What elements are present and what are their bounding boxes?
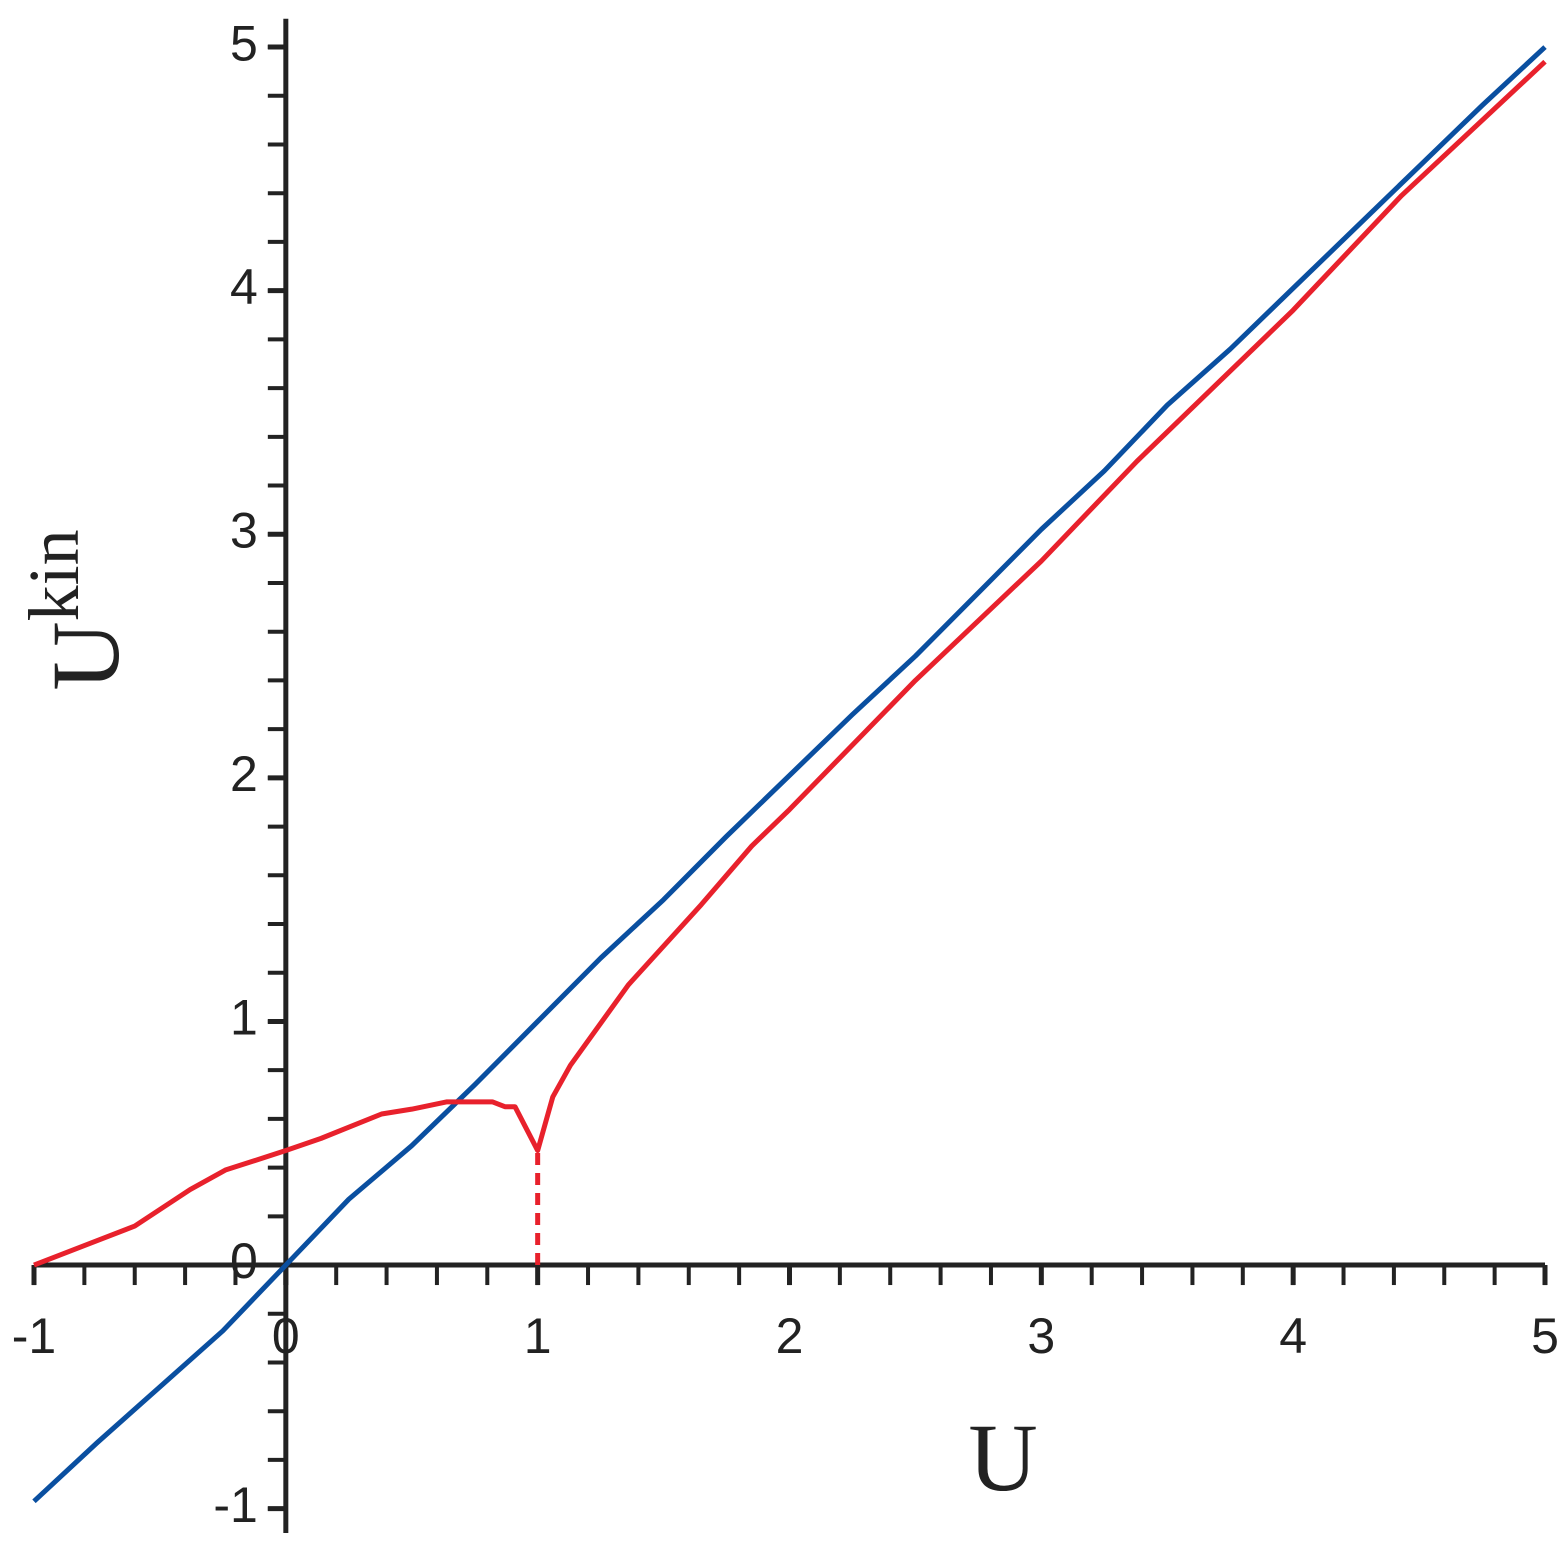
data-line [33,59,1547,1268]
y-tick-label: 3 [230,502,258,558]
data-line [32,45,1547,1504]
x-tick-label: 1 [524,1308,552,1364]
y-tick-label: 5 [230,15,258,71]
x-tick-label: 5 [1531,1308,1559,1364]
y-tick-label: 4 [230,259,258,315]
y-tick-label: 2 [230,746,258,802]
x-tick-label: -1 [12,1308,56,1364]
x-tick-label: 4 [1279,1308,1307,1364]
y-axis-label-main: U [32,621,139,690]
y-tick-label: 0 [230,1233,258,1289]
y-axis-label: Ukin [14,529,139,690]
y-axis-label-sup: kin [14,529,94,621]
x-axis-label: U [968,1404,1037,1511]
y-tick-label: -1 [213,1477,257,1533]
y-tick-label: 1 [230,990,258,1046]
x-tick-label: 0 [272,1308,300,1364]
x-tick-label: 3 [1027,1308,1055,1364]
x-tick-label: 2 [776,1308,804,1364]
